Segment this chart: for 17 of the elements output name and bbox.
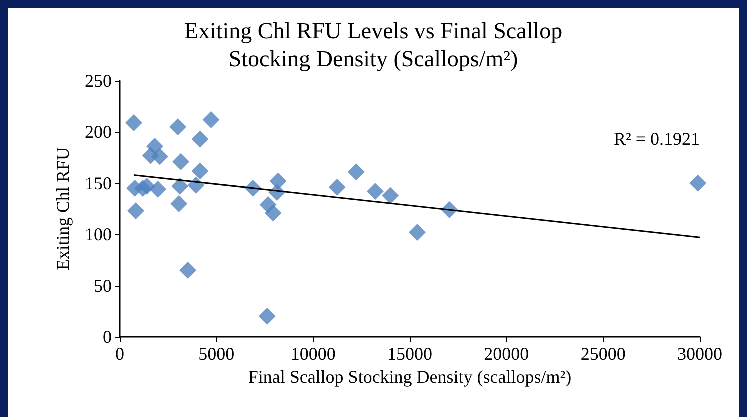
y-tick-label: 150 [85,173,112,194]
x-axis-title: Final Scallop Stocking Density (scallops/m²) [248,366,572,387]
x-tick-label: 0 [116,344,124,364]
x-tick-label: 10000 [290,344,336,364]
chart-title: Exiting Chl RFU Levels vs Final Scallop Stocking Density (Scallops/m²) [184,18,563,72]
y-tick-label: 100 [85,224,112,245]
x-tick-label: 20000 [484,344,530,364]
x-tick-label: 30000 [678,344,722,364]
y-tick-label: 200 [85,122,112,142]
y-axis-title: Exiting Chl RFU [53,147,73,271]
annotation: R² = 0.1921 [614,129,700,149]
y-tick-label: 0 [103,327,112,347]
y-tick-label: 250 [85,71,112,91]
y-tick-label: 50 [94,276,112,296]
x-tick-label: 25000 [580,344,626,364]
x-tick-label: 15000 [388,344,432,364]
x-tick-label: 5000 [198,344,235,364]
